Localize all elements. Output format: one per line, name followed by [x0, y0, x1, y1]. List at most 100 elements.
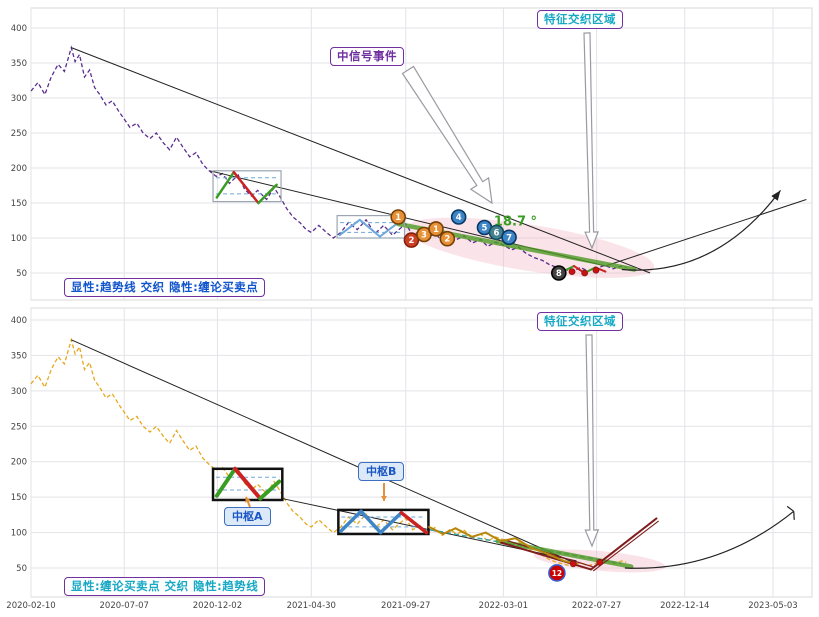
event-dot — [596, 558, 604, 566]
panel-border — [30, 7, 813, 301]
y-tick-label: 350 — [11, 59, 27, 69]
x-tick-label: 2020-02-10 — [6, 601, 55, 611]
x-tick-label: 2022-12-14 — [660, 601, 709, 611]
numbered-badge: 1 — [428, 221, 444, 237]
numbered-badge: 3 — [416, 226, 432, 243]
y-tick-label: 200 — [11, 164, 27, 174]
x-tick-label: 2020-12-02 — [193, 601, 242, 611]
trend-line — [71, 47, 651, 274]
pivot-box — [212, 170, 282, 203]
panel-bottom: 400 350 300 250 200 150 100 50 12 — [11, 307, 813, 598]
annotation-arrow — [583, 32, 599, 250]
numbered-badge: 8 — [551, 265, 567, 281]
zigzag-segment — [257, 183, 278, 205]
x-tick-label: 2022-03-01 — [479, 601, 528, 611]
feature-zone-label-bottom: 特征交织区域 — [537, 312, 623, 331]
svg-text:8: 8 — [556, 269, 562, 279]
zigzag-segment — [441, 527, 457, 535]
thick-trend-line — [592, 520, 659, 572]
y-tick-label: 100 — [11, 234, 27, 244]
svg-text:1: 1 — [395, 213, 401, 223]
numbered-badge: 2 — [439, 230, 456, 247]
zigzag-segment — [339, 509, 363, 533]
svg-text:12: 12 — [552, 569, 562, 578]
numbered-badge: 4 — [450, 209, 467, 225]
zigzag-segment — [215, 170, 236, 199]
caption-bottom: 显性:缠论买卖点 交织 隐性:趋势线 — [64, 577, 266, 596]
x-tick-label: 2021-04-30 — [287, 601, 336, 611]
y-tick-label: 400 — [11, 316, 27, 326]
y-tick-label: 100 — [11, 529, 27, 539]
zigzag-segment — [546, 552, 565, 562]
svg-text:6: 6 — [493, 228, 499, 238]
price-line — [30, 337, 627, 568]
event-dot — [581, 269, 589, 277]
svg-text:5: 5 — [482, 224, 488, 234]
zigzag-segment — [499, 537, 517, 543]
zigzag-segment — [214, 466, 238, 498]
zigzag-segment — [359, 509, 383, 535]
annotation-arrow — [584, 334, 600, 548]
angle-label: 18.7 ° — [494, 214, 537, 229]
event-dot — [592, 266, 600, 274]
x-tick-label: 2023-05-03 — [748, 601, 797, 611]
zigzag-segment — [454, 527, 473, 538]
panel-border — [30, 307, 813, 598]
numbered-badge: 1 — [390, 209, 406, 225]
y-tick-label: 200 — [11, 458, 27, 468]
x-tick-label: 2022-07-27 — [572, 601, 621, 611]
y-tick-label: 300 — [11, 94, 27, 104]
numbered-badge: 12 — [548, 564, 566, 582]
x-tick-label: 2020-07-07 — [100, 601, 149, 611]
zigzag-segment — [358, 218, 381, 238]
projection-curve — [624, 510, 795, 569]
chip-arrow-head — [381, 496, 387, 501]
event-dot — [569, 560, 577, 568]
arrow-tick — [786, 505, 795, 512]
pivot-box — [337, 508, 430, 536]
svg-text:7: 7 — [506, 233, 512, 243]
pivot-b-label: 中枢B — [358, 462, 405, 481]
trend-line — [605, 199, 807, 267]
arrow-tick — [793, 511, 795, 520]
y-tick-label: 250 — [11, 422, 27, 432]
zigzag-segment — [470, 531, 487, 538]
pivot-box — [336, 215, 406, 239]
trend-line — [71, 339, 577, 565]
y-tick-label: 150 — [11, 199, 27, 209]
svg-text:3: 3 — [421, 231, 427, 241]
y-tick-label: 250 — [11, 129, 27, 139]
event-dot — [568, 268, 576, 276]
zigzag-segment — [428, 525, 444, 535]
annotation-arrow — [401, 65, 493, 205]
zigzag-segment — [338, 218, 361, 237]
feature-zone-label-top: 特征交织区域 — [537, 10, 623, 29]
caption-top: 显性:趋势线 交织 隐性:缠论买卖点 — [64, 278, 266, 297]
price-line — [30, 45, 627, 273]
y-tick-label: 150 — [11, 493, 27, 503]
svg-text:4: 4 — [456, 213, 462, 223]
arrow-head — [771, 190, 781, 201]
y-tick-label: 50 — [16, 269, 27, 279]
signal-event-label: 中信号事件 — [330, 47, 404, 66]
x-tick-label: 2021-09-27 — [381, 601, 430, 611]
zigzag-segment — [232, 170, 260, 205]
zigzag-segment — [530, 547, 549, 555]
svg-text:1: 1 — [433, 225, 439, 235]
chip-arrow-head — [245, 497, 251, 503]
y-tick-label: 400 — [11, 24, 27, 34]
zigzag-segment — [399, 510, 429, 535]
pivot-a-label: 中枢A — [224, 507, 271, 526]
projection-curve — [621, 190, 781, 271]
svg-text:2: 2 — [444, 235, 450, 245]
zigzag-segment — [233, 466, 263, 501]
zigzag-segment — [514, 537, 533, 550]
y-tick-label: 50 — [16, 564, 27, 574]
zigzag-segment — [378, 510, 404, 535]
zigzag-segment — [484, 531, 502, 543]
numbered-badge: 2 — [403, 232, 420, 248]
y-tick-label: 300 — [11, 387, 27, 397]
numbered-badge: 7 — [501, 229, 517, 246]
